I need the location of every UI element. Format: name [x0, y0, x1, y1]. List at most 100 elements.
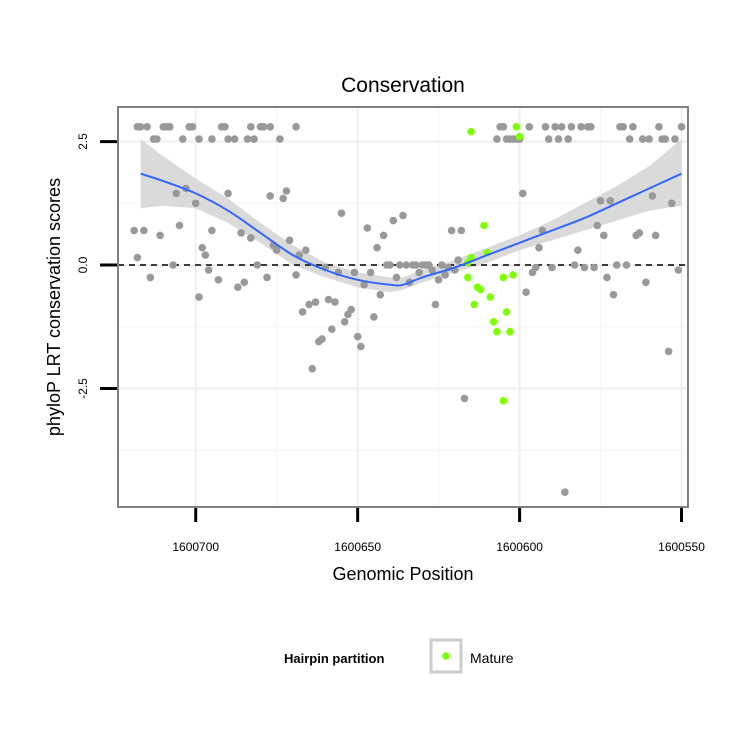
data-point-mature: [499, 397, 508, 405]
legend-label-mature: Mature: [470, 650, 514, 666]
x-tick-label: 1600700: [172, 540, 219, 554]
data-point: [386, 261, 394, 269]
data-point: [328, 325, 336, 334]
data-point: [567, 123, 576, 131]
data-point: [363, 224, 372, 232]
y-tick-label: 2.5: [76, 133, 90, 150]
data-point: [240, 278, 249, 287]
data-point: [619, 123, 627, 131]
data-point: [457, 226, 466, 235]
data-point: [188, 123, 197, 131]
data-point: [499, 123, 508, 131]
data-point: [519, 189, 527, 198]
data-point: [360, 281, 368, 289]
data-point: [522, 288, 530, 297]
data-point: [415, 268, 424, 277]
data-point-mature: [470, 300, 479, 309]
data-point-mature: [499, 273, 508, 282]
data-point: [434, 276, 443, 284]
data-point: [590, 263, 598, 272]
data-point: [156, 231, 164, 240]
data-point-mature: [493, 327, 501, 336]
data-point: [250, 135, 258, 143]
data-point: [606, 197, 615, 205]
data-point: [282, 187, 291, 195]
data-point: [224, 189, 232, 198]
data-point: [195, 293, 203, 301]
data-point: [153, 135, 161, 143]
data-point: [272, 246, 281, 254]
data-point: [136, 123, 145, 131]
data-point: [561, 488, 569, 497]
data-point: [570, 261, 579, 269]
data-point: [577, 123, 585, 131]
data-point: [146, 273, 155, 282]
data-point: [130, 226, 138, 235]
data-point: [247, 123, 255, 131]
data-point: [292, 271, 300, 279]
data-point: [396, 261, 404, 269]
data-point: [204, 266, 213, 274]
y-axis: -2.5 0.0 2.5: [76, 133, 117, 399]
data-point: [412, 261, 420, 269]
data-point: [596, 197, 605, 205]
smooth-line-group: [140, 172, 682, 287]
data-point: [175, 221, 184, 230]
data-point: [664, 347, 673, 356]
data-point: [353, 332, 362, 341]
data-point: [441, 271, 449, 279]
data-point: [340, 318, 349, 326]
data-point: [224, 135, 232, 143]
data-point: [603, 273, 611, 282]
data-point: [302, 246, 310, 254]
data-point: [259, 123, 268, 131]
data-point: [324, 295, 333, 304]
plot-border: [117, 106, 689, 508]
x-tick-label: 1600650: [334, 540, 381, 554]
data-point-mature: [464, 273, 472, 282]
data-point: [305, 300, 313, 309]
data-point: [389, 216, 398, 225]
data-point: [243, 135, 252, 143]
data-point: [191, 199, 200, 208]
data-point: [266, 192, 275, 200]
data-point: [600, 231, 608, 240]
data-point: [438, 261, 446, 269]
data-point: [651, 231, 660, 240]
data-point-mature: [467, 127, 475, 136]
data-point: [593, 221, 602, 230]
data-points: [130, 123, 686, 497]
legend-mature-marker: [442, 652, 450, 660]
data-point: [629, 123, 637, 131]
data-point: [671, 135, 679, 143]
data-point-mature: [509, 271, 517, 279]
data-point: [179, 135, 187, 143]
data-point: [298, 308, 307, 316]
data-point: [373, 243, 381, 252]
data-point: [648, 192, 657, 200]
data-point: [642, 278, 650, 287]
data-point: [292, 123, 300, 131]
data-point: [337, 209, 346, 217]
plot-panel: [118, 107, 688, 507]
data-point: [370, 313, 378, 321]
data-point: [253, 261, 262, 269]
data-point: [311, 298, 320, 306]
data-point: [554, 135, 563, 143]
data-point-mature: [506, 327, 514, 336]
data-point: [237, 229, 245, 237]
smooth-line: [140, 172, 682, 287]
data-point: [661, 135, 670, 143]
data-point: [376, 290, 385, 299]
x-tick-label: 1600550: [658, 540, 705, 554]
data-point: [668, 199, 676, 208]
data-point: [172, 189, 181, 198]
data-point: [454, 256, 462, 264]
data-point: [230, 135, 239, 143]
data-point-mature: [489, 318, 498, 326]
data-point: [201, 251, 210, 259]
data-point: [166, 123, 174, 131]
data-point: [609, 290, 618, 299]
data-point: [674, 266, 683, 274]
